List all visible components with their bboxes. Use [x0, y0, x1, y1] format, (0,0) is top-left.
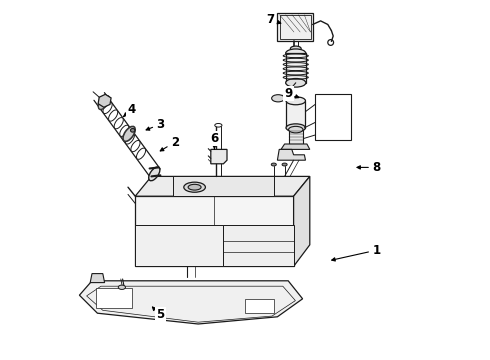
Ellipse shape — [120, 125, 129, 136]
Ellipse shape — [137, 148, 146, 159]
Ellipse shape — [286, 78, 306, 87]
Text: 1: 1 — [332, 244, 380, 261]
Ellipse shape — [98, 96, 109, 109]
Polygon shape — [211, 149, 227, 164]
Polygon shape — [286, 53, 306, 83]
Polygon shape — [135, 196, 294, 266]
Bar — [277, 13, 313, 41]
Bar — [245, 299, 274, 313]
Ellipse shape — [286, 97, 305, 105]
Polygon shape — [223, 225, 294, 266]
Polygon shape — [289, 130, 303, 144]
Ellipse shape — [291, 46, 301, 51]
Text: 4: 4 — [124, 103, 136, 116]
Ellipse shape — [125, 133, 134, 144]
Text: 9: 9 — [284, 87, 299, 100]
Ellipse shape — [184, 182, 205, 192]
Text: 7: 7 — [266, 13, 281, 26]
Ellipse shape — [271, 163, 276, 166]
Polygon shape — [98, 94, 111, 107]
Polygon shape — [277, 149, 305, 160]
Text: 5: 5 — [152, 307, 165, 321]
Polygon shape — [294, 176, 310, 266]
Polygon shape — [79, 281, 303, 324]
Ellipse shape — [130, 129, 135, 132]
Text: 8: 8 — [357, 161, 381, 174]
Text: 3: 3 — [146, 118, 165, 131]
Ellipse shape — [131, 140, 140, 152]
Polygon shape — [90, 274, 104, 283]
Bar — [280, 15, 311, 39]
Polygon shape — [281, 144, 310, 149]
Polygon shape — [286, 101, 305, 128]
Ellipse shape — [123, 126, 135, 141]
Ellipse shape — [289, 126, 303, 133]
Ellipse shape — [286, 124, 305, 132]
Polygon shape — [135, 176, 310, 196]
Text: 6: 6 — [210, 132, 219, 149]
Ellipse shape — [286, 49, 306, 58]
Ellipse shape — [282, 163, 287, 166]
Ellipse shape — [271, 95, 285, 102]
Ellipse shape — [148, 167, 160, 181]
Ellipse shape — [109, 110, 118, 121]
Polygon shape — [173, 176, 274, 196]
Text: 2: 2 — [160, 136, 179, 151]
Bar — [315, 94, 351, 140]
Bar — [96, 288, 132, 308]
Ellipse shape — [188, 184, 201, 190]
Ellipse shape — [215, 123, 222, 127]
Ellipse shape — [114, 118, 123, 129]
Ellipse shape — [118, 285, 125, 289]
Polygon shape — [135, 225, 223, 266]
Ellipse shape — [103, 102, 112, 113]
